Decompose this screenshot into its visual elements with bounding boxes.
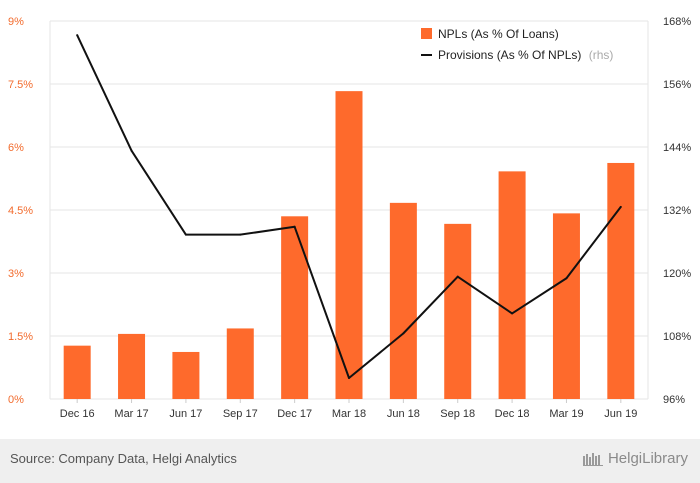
x-tick-label: Dec 16	[60, 408, 95, 420]
legend: NPLs (As % Of Loans) Provisions (As % Of…	[421, 27, 613, 62]
x-tick-label: Sep 18	[440, 408, 475, 420]
legend-npl-swatch	[421, 28, 432, 39]
right-tick-label: 96%	[663, 394, 685, 406]
npl-bar	[607, 162, 635, 399]
left-tick-label: 4.5%	[8, 205, 33, 217]
right-tick-label: 108%	[663, 331, 691, 343]
left-tick-label: 3%	[8, 268, 24, 280]
footer: Source: Company Data, Helgi Analytics He…	[0, 439, 700, 483]
brand-name: HelgiLibrary	[607, 450, 688, 467]
npl-bar	[281, 216, 309, 399]
provisions-line-series	[76, 34, 622, 379]
x-tick-label: Mar 19	[549, 408, 583, 420]
provisions-point	[565, 277, 568, 280]
provisions-point	[402, 332, 405, 335]
npl-bar	[389, 202, 417, 399]
legend-rhs-note: (rhs)	[589, 48, 614, 62]
npl-bar	[444, 223, 472, 399]
right-tick-label: 120%	[663, 268, 691, 280]
left-tick-label: 1.5%	[8, 331, 33, 343]
source-text: Source: Company Data, Helgi Analytics	[10, 451, 237, 466]
provisions-point	[76, 34, 79, 37]
provisions-point	[511, 312, 514, 315]
legend-npl-label: NPLs (As % Of Loans)	[438, 27, 559, 41]
npl-bar	[118, 333, 146, 399]
left-axis: 0% 1.5% 3% 4.5% 6% 7.5% 9%	[8, 16, 33, 406]
x-tick-label: Sep 17	[223, 408, 258, 420]
npl-bar	[172, 351, 200, 399]
right-tick-label: 156%	[663, 79, 691, 91]
x-axis: Dec 16 Mar 17 Jun 17 Sep 17 Dec 17 Mar 18 Jun …	[60, 399, 637, 420]
left-tick-label: 6%	[8, 142, 24, 154]
right-tick-label: 132%	[663, 205, 691, 217]
npl-bar	[335, 91, 363, 399]
provisions-point	[239, 233, 242, 236]
library-icon	[582, 452, 603, 466]
chart-canvas: 0% 1.5% 3% 4.5% 6% 7.5% 9% 96% 108% 120% 132% 144%…	[8, 16, 691, 420]
right-tick-label: 144%	[663, 142, 691, 154]
npl-bar	[226, 328, 254, 399]
provisions-point	[184, 233, 187, 236]
npl-bar	[63, 345, 91, 399]
x-tick-label: Jun 18	[387, 408, 420, 420]
left-tick-label: 9%	[8, 16, 24, 28]
provisions-point	[130, 149, 133, 152]
provisions-point	[456, 275, 459, 278]
x-tick-label: Mar 17	[114, 408, 148, 420]
provisions-point	[348, 377, 350, 379]
left-tick-label: 7.5%	[8, 79, 33, 91]
left-tick-label: 0%	[8, 394, 24, 406]
npl-bar	[498, 171, 526, 399]
x-tick-label: Mar 18	[332, 408, 366, 420]
npl-bar	[552, 213, 580, 399]
x-tick-label: Jun 19	[604, 408, 637, 420]
provisions-point	[293, 225, 296, 228]
legend-provisions-label: Provisions (As % Of NPLs)	[438, 48, 581, 62]
provisions-point	[619, 205, 622, 208]
x-tick-label: Dec 18	[495, 408, 530, 420]
right-tick-label: 168%	[663, 16, 691, 28]
npl-bars	[63, 91, 635, 399]
right-axis: 96% 108% 120% 132% 144% 156% 168%	[663, 16, 691, 406]
legend-provisions-text: Provisions (As % Of NPLs) (rhs)	[438, 48, 613, 62]
x-tick-label: Dec 17	[277, 408, 312, 420]
brand-logo[interactable]: HelgiLibrary	[582, 450, 688, 467]
x-tick-label: Jun 17	[169, 408, 202, 420]
